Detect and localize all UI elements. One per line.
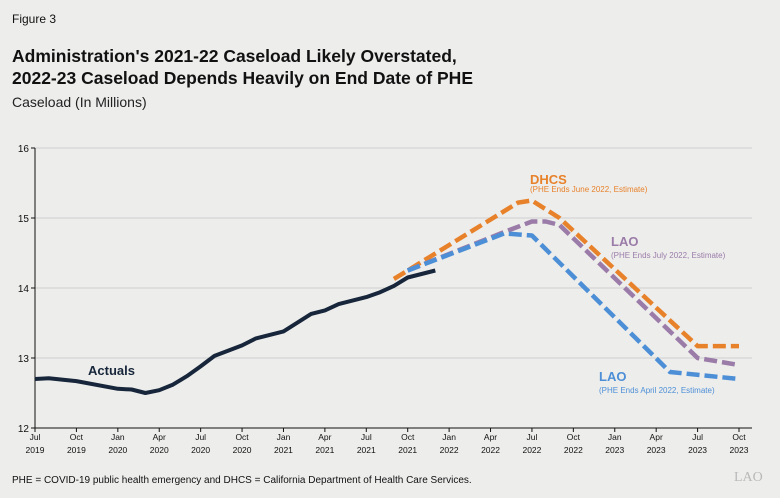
x-tick-label-year: 2020 [108,445,127,455]
x-tick-label-month: Apr [153,432,166,442]
x-tick-label-year: 2019 [26,445,45,455]
x-tick-label-month: Jul [195,432,206,442]
x-tick-label-month: Jul [361,432,372,442]
x-tick-label-year: 2019 [67,445,86,455]
series-line-lao-2 [406,231,740,382]
x-tick-label-month: Oct [235,432,249,442]
x-tick-label-year: 2022 [522,445,541,455]
x-tick-label-month: Jan [608,432,622,442]
x-tick-label-year: 2022 [564,445,583,455]
footnote: PHE = COVID-19 public health emergency a… [12,475,472,486]
x-tick-label-month: Jan [111,432,125,442]
x-tick-label-year: 2020 [191,445,210,455]
chart-title: Administration's 2021-22 Caseload Likely… [12,45,473,89]
x-tick-label-month: Apr [650,432,663,442]
x-tick-label-month: Jul [527,432,538,442]
figure-label: Figure 3 [12,12,57,26]
x-tick-label-year: 2021 [274,445,293,455]
series-line-dhcs-0 [392,198,739,349]
x-tick-label-year: 2023 [730,445,749,455]
x-tick-label-year: 2020 [150,445,169,455]
x-tick-label-month: Jul [30,432,41,442]
y-tick-label: 14 [18,284,30,295]
x-tick-label-year: 2023 [647,445,666,455]
x-tick-label-month: Jan [442,432,456,442]
y-tick-label: 13 [18,354,30,365]
series-line-lao-1 [406,219,740,368]
lao-logo: LAO [734,470,763,485]
x-tick-label-month: Oct [401,432,415,442]
label-lao-april: LAO [599,369,626,384]
title-line-2: 2022-23 Caseload Depends Heavily on End … [12,68,473,88]
x-tick-label-year: 2022 [481,445,500,455]
x-tick-label-month: Oct [70,432,84,442]
x-tick-label-year: 2020 [233,445,252,455]
title-line-1: Administration's 2021-22 Caseload Likely… [12,46,457,66]
y-tick-label: 12 [18,424,30,435]
y-tick-label: 15 [18,214,30,225]
x-tick-label-month: Jul [692,432,703,442]
x-tick-label-month: Oct [732,432,746,442]
x-tick-label-month: Apr [318,432,331,442]
label-dhcs-note: (PHE Ends June 2022, Estimate) [530,185,648,194]
label-lao-april-note: (PHE Ends April 2022, Estimate) [599,386,715,395]
x-tick-label-year: 2023 [605,445,624,455]
label-dhcs: DHCS [530,172,567,187]
x-tick-label-month: Oct [567,432,581,442]
label-actuals: Actuals [88,363,135,378]
x-tick-label-month: Jan [277,432,291,442]
x-tick-label-year: 2023 [688,445,707,455]
x-tick-label-month: Apr [484,432,497,442]
label-lao-july-note: (PHE Ends July 2022, Estimate) [611,251,726,260]
label-lao-july: LAO [611,234,638,249]
y-tick-label: 16 [18,144,30,155]
x-tick-label-year: 2022 [440,445,459,455]
series-line-actuals-3 [34,268,436,395]
x-tick-label-year: 2021 [315,445,334,455]
x-tick-label-year: 2021 [357,445,376,455]
chart-subtitle: Caseload (In Millions) [12,94,147,110]
x-tick-label-year: 2021 [398,445,417,455]
